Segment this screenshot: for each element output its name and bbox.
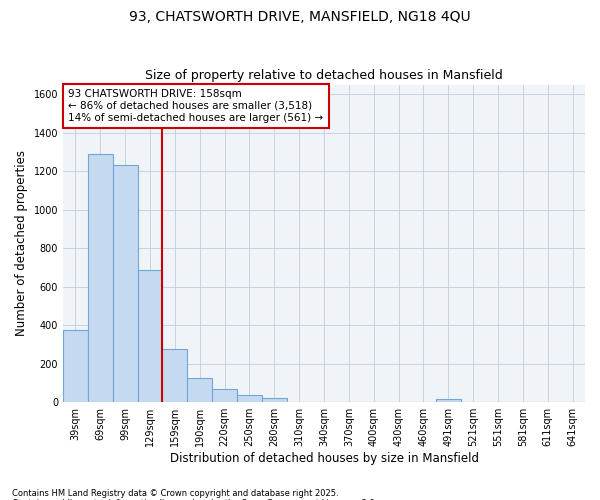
Bar <box>63 330 88 402</box>
Bar <box>436 398 461 402</box>
Bar <box>137 270 163 402</box>
Bar <box>163 350 187 402</box>
Bar <box>237 395 262 402</box>
Text: Contains HM Land Registry data © Crown copyright and database right 2025.: Contains HM Land Registry data © Crown c… <box>12 488 338 498</box>
Text: 93 CHATSWORTH DRIVE: 158sqm
← 86% of detached houses are smaller (3,518)
14% of : 93 CHATSWORTH DRIVE: 158sqm ← 86% of det… <box>68 90 323 122</box>
Bar <box>88 154 113 402</box>
Bar <box>212 388 237 402</box>
Text: Contains public sector information licensed under the Open Government Licence v3: Contains public sector information licen… <box>12 498 377 500</box>
X-axis label: Distribution of detached houses by size in Mansfield: Distribution of detached houses by size … <box>170 452 479 465</box>
Text: 93, CHATSWORTH DRIVE, MANSFIELD, NG18 4QU: 93, CHATSWORTH DRIVE, MANSFIELD, NG18 4Q… <box>129 10 471 24</box>
Y-axis label: Number of detached properties: Number of detached properties <box>15 150 28 336</box>
Bar <box>187 378 212 402</box>
Bar <box>113 166 137 402</box>
Title: Size of property relative to detached houses in Mansfield: Size of property relative to detached ho… <box>145 69 503 82</box>
Bar <box>262 398 287 402</box>
